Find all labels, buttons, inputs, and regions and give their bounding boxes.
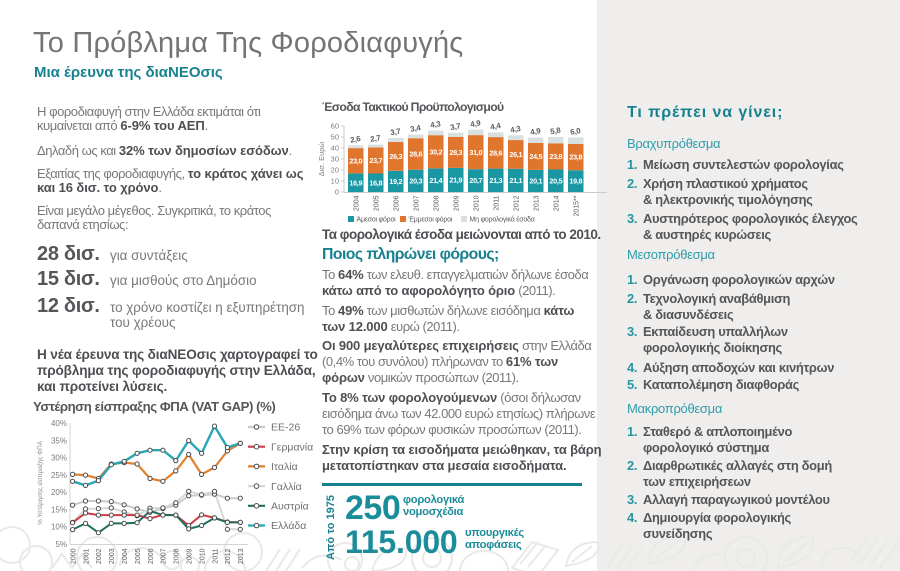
svg-text:Αυστρία: Αυστρία [271, 501, 309, 513]
svg-text:20: 20 [331, 166, 339, 175]
svg-text:6,0: 6,0 [570, 126, 582, 137]
svg-text:Ιταλία: Ιταλία [271, 461, 298, 473]
svg-text:% Υστέρησης είσπραξης ΦΠΑ: % Υστέρησης είσπραξης ΦΠΑ [36, 440, 44, 525]
svg-text:4,4: 4,4 [490, 121, 502, 132]
svg-text:40%: 40% [51, 419, 67, 428]
svg-text:2012: 2012 [225, 548, 232, 564]
svg-text:2,6: 2,6 [350, 134, 362, 145]
svg-text:2013: 2013 [238, 548, 245, 564]
svg-text:23,8: 23,8 [569, 153, 582, 162]
svg-text:23,8: 23,8 [549, 152, 562, 161]
svg-text:40: 40 [331, 144, 339, 153]
svg-text:4,3: 4,3 [510, 124, 522, 135]
svg-text:2002: 2002 [96, 548, 103, 564]
svg-text:16,9: 16,9 [349, 178, 362, 187]
svg-text:2011: 2011 [212, 548, 219, 563]
svg-text:3,7: 3,7 [450, 121, 462, 132]
svg-text:30: 30 [331, 155, 339, 164]
svg-text:2013: 2013 [534, 195, 541, 211]
svg-text:21,1: 21,1 [509, 176, 522, 185]
svg-text:2011: 2011 [494, 195, 501, 210]
svg-text:Άμεσοι φόροι: Άμεσοι φόροι [357, 216, 397, 224]
svg-text:20,5: 20,5 [549, 176, 562, 185]
svg-text:2003: 2003 [109, 548, 116, 564]
svg-text:Δισ. Ευρώ: Δισ. Ευρώ [317, 142, 326, 177]
svg-text:2005: 2005 [374, 195, 381, 211]
svg-text:19,8: 19,8 [569, 177, 582, 186]
svg-text:20%: 20% [51, 488, 67, 497]
svg-text:2004: 2004 [354, 195, 361, 211]
svg-text:2006: 2006 [394, 195, 401, 211]
svg-text:Γερμανία: Γερμανία [271, 441, 313, 453]
svg-text:2009: 2009 [454, 195, 461, 211]
svg-text:2009: 2009 [187, 548, 194, 564]
svg-text:2,7: 2,7 [370, 133, 382, 144]
svg-text:20,1: 20,1 [529, 177, 542, 186]
svg-text:3,4: 3,4 [410, 123, 422, 134]
svg-text:EE-26: EE-26 [271, 422, 300, 434]
svg-text:50: 50 [331, 133, 339, 142]
svg-text:16,8: 16,8 [369, 178, 382, 187]
svg-text:2000: 2000 [70, 548, 77, 564]
svg-text:26,3: 26,3 [389, 152, 402, 161]
svg-text:Γαλλία: Γαλλία [271, 481, 302, 493]
svg-text:2007: 2007 [161, 548, 168, 564]
svg-text:15%: 15% [51, 505, 67, 514]
svg-text:2008: 2008 [174, 548, 181, 564]
svg-text:Μη φορολογικά έσοδα: Μη φορολογικά έσοδα [470, 216, 535, 224]
svg-text:35%: 35% [51, 436, 67, 445]
svg-text:23,0: 23,0 [349, 156, 362, 165]
svg-text:2007: 2007 [414, 195, 421, 211]
svg-text:2005: 2005 [135, 548, 142, 564]
svg-text:3,7: 3,7 [390, 127, 402, 138]
svg-text:30%: 30% [51, 454, 67, 463]
svg-text:0: 0 [335, 188, 339, 197]
svg-text:21,4: 21,4 [429, 176, 442, 185]
svg-text:31,0: 31,0 [469, 148, 482, 157]
svg-text:2012: 2012 [514, 195, 521, 211]
svg-text:21,9: 21,9 [449, 176, 462, 185]
svg-text:60: 60 [331, 122, 339, 131]
svg-text:25%: 25% [51, 471, 67, 480]
svg-text:5%: 5% [55, 540, 67, 549]
svg-text:19,2: 19,2 [389, 177, 402, 186]
svg-text:4,9: 4,9 [470, 118, 482, 129]
svg-text:2004: 2004 [122, 548, 129, 564]
svg-text:Έμμεσοι φόροι: Έμμεσοι φόροι [408, 216, 453, 224]
svg-text:10: 10 [331, 177, 339, 186]
svg-text:2015**: 2015** [574, 195, 581, 216]
svg-text:4,9: 4,9 [530, 126, 542, 137]
svg-text:28,6: 28,6 [409, 150, 422, 159]
svg-text:5,8: 5,8 [550, 125, 562, 136]
svg-text:20,3: 20,3 [409, 176, 422, 185]
svg-text:Ελλάδα: Ελλάδα [271, 520, 306, 532]
svg-text:2006: 2006 [148, 548, 155, 564]
svg-text:10%: 10% [51, 523, 67, 532]
svg-text:24,5: 24,5 [529, 152, 542, 161]
svg-text:2001: 2001 [83, 548, 90, 564]
svg-text:23,7: 23,7 [369, 156, 382, 165]
svg-text:2014: 2014 [554, 195, 561, 211]
svg-text:26,1: 26,1 [509, 150, 522, 159]
svg-text:21,3: 21,3 [489, 176, 502, 185]
svg-text:30,2: 30,2 [429, 148, 442, 157]
svg-text:4,3: 4,3 [430, 119, 442, 130]
svg-text:28,6: 28,6 [489, 148, 502, 157]
svg-text:28,3: 28,3 [449, 148, 462, 157]
svg-text:20,7: 20,7 [469, 176, 482, 185]
svg-text:2010: 2010 [474, 195, 481, 211]
svg-text:2010: 2010 [199, 548, 206, 564]
svg-text:2008: 2008 [434, 195, 441, 211]
